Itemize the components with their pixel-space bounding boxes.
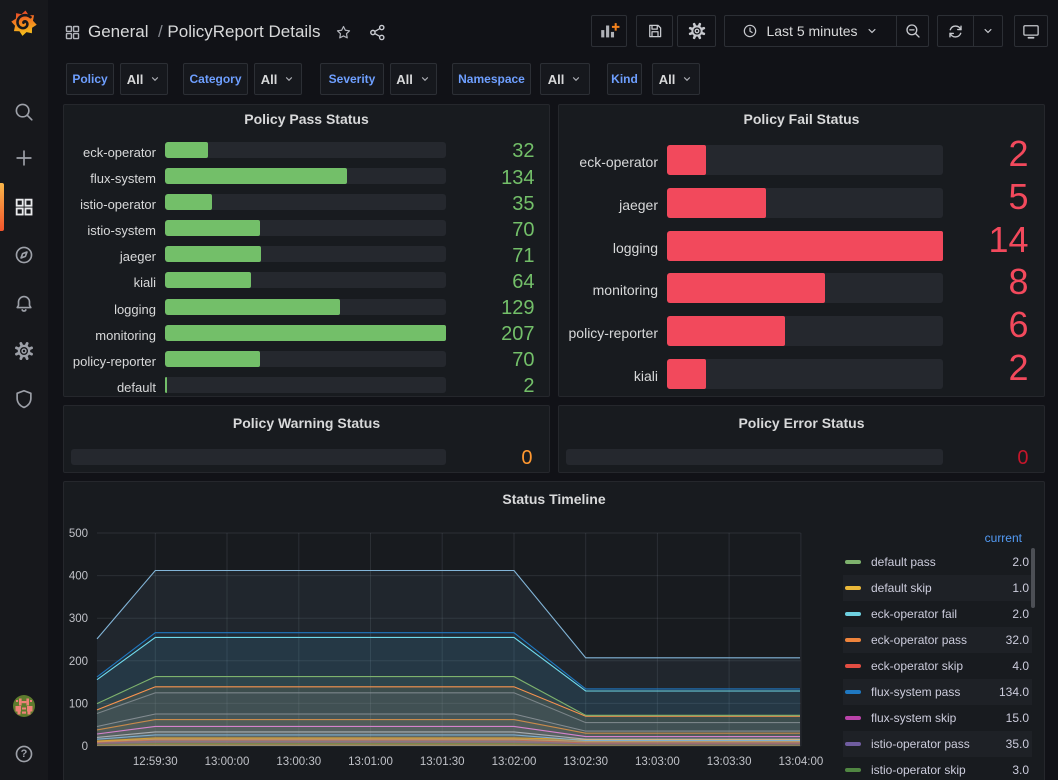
svg-text:13:00:30: 13:00:30 [276, 756, 321, 768]
svg-text:13:02:30: 13:02:30 [563, 756, 608, 768]
svg-text:500: 500 [69, 528, 88, 540]
svg-text:13:01:00: 13:01:00 [348, 756, 393, 768]
svg-text:100: 100 [69, 698, 88, 710]
svg-text:13:02:00: 13:02:00 [492, 756, 537, 768]
svg-text:13:03:00: 13:03:00 [635, 756, 680, 768]
svg-text:13:01:30: 13:01:30 [420, 756, 465, 768]
svg-text:200: 200 [69, 656, 88, 668]
svg-text:400: 400 [69, 571, 88, 583]
svg-text:12:59:30: 12:59:30 [133, 756, 178, 768]
svg-text:300: 300 [69, 613, 88, 625]
svg-text:13:03:30: 13:03:30 [707, 756, 752, 768]
svg-text:13:00:00: 13:00:00 [205, 756, 250, 768]
svg-text:13:04:00: 13:04:00 [779, 756, 824, 768]
svg-text:0: 0 [82, 741, 88, 753]
